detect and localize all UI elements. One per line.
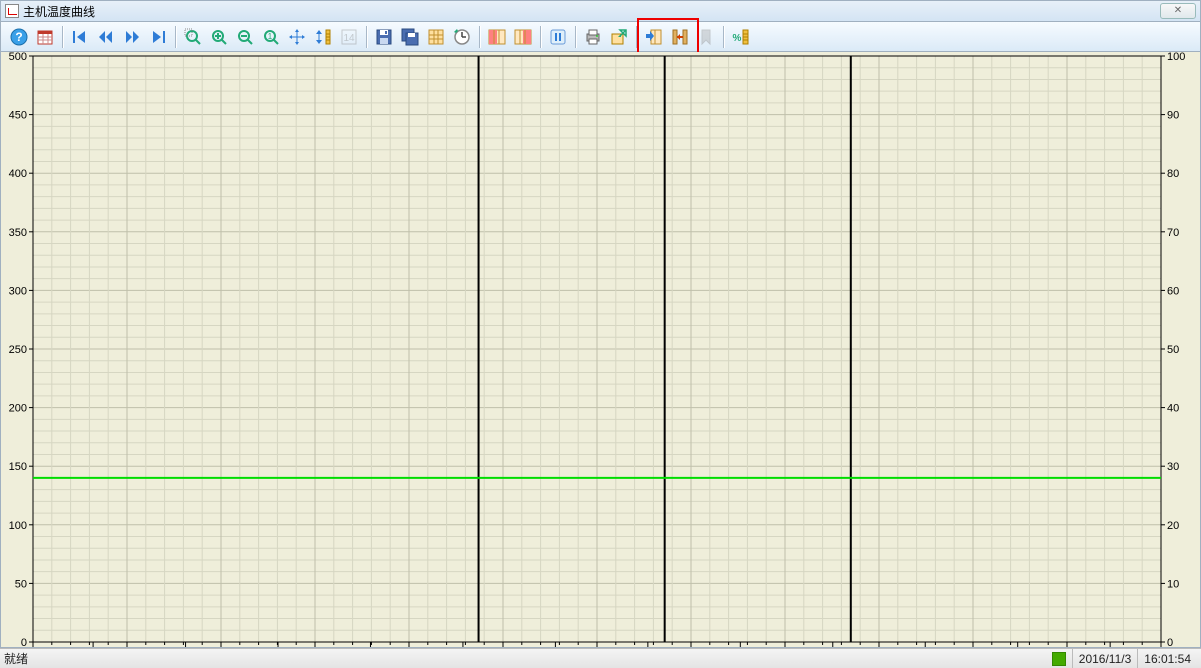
- zoom-out-button[interactable]: [233, 25, 257, 49]
- export-button[interactable]: [607, 25, 631, 49]
- svg-text:14: 14: [343, 33, 355, 44]
- connection-icon: [1052, 652, 1066, 666]
- svg-text:10: 10: [1167, 578, 1179, 590]
- zoom-reset-icon: 1: [262, 28, 280, 46]
- svg-text:300: 300: [9, 285, 27, 297]
- chart-svg: 0 50 100 150 200 250 300 350 400 450 500 0 10 20 30 40 5…: [1, 52, 1200, 647]
- percent-scale-icon: %: [732, 28, 750, 46]
- svg-text:100: 100: [9, 520, 27, 532]
- bookmark-icon: [697, 28, 715, 46]
- import-a-button[interactable]: [642, 25, 666, 49]
- svg-text:20: 20: [1167, 520, 1179, 532]
- window-title: 主机温度曲线: [23, 3, 95, 20]
- svg-text:100: 100: [1167, 52, 1185, 63]
- svg-text:%: %: [733, 33, 742, 44]
- bookmark-button: [694, 25, 718, 49]
- status-time: 16:01:54: [1137, 649, 1197, 668]
- svg-text:1: 1: [268, 32, 273, 41]
- statusbar: 就绪 2016/11/3 16:01:54: [0, 648, 1201, 668]
- status-ready: 就绪: [4, 650, 28, 667]
- zoom-out-icon: [236, 28, 254, 46]
- calendar-button[interactable]: [33, 25, 57, 49]
- zoom-drag-icon: [184, 28, 202, 46]
- help-icon: ?: [10, 28, 28, 46]
- pause-icon: [549, 28, 567, 46]
- svg-text:150: 150: [9, 461, 27, 473]
- percent-scale-button[interactable]: %: [729, 25, 753, 49]
- region-b-button[interactable]: [511, 25, 535, 49]
- chart-area[interactable]: % 05010015020025030035040045050001020304…: [0, 52, 1201, 648]
- app-icon: [5, 4, 19, 18]
- zoom-in-icon: [210, 28, 228, 46]
- status-date: 2016/11/3: [1072, 649, 1138, 668]
- svg-text:90: 90: [1167, 110, 1179, 122]
- save-all-button[interactable]: [398, 25, 422, 49]
- print-icon: [584, 28, 602, 46]
- pan-icon: [288, 28, 306, 46]
- save-button[interactable]: [372, 25, 396, 49]
- svg-text:450: 450: [9, 110, 27, 122]
- clock-button[interactable]: [450, 25, 474, 49]
- pause-button[interactable]: [546, 25, 570, 49]
- svg-text:250: 250: [9, 344, 27, 356]
- svg-text:60: 60: [1167, 285, 1179, 297]
- numlock-button: 14: [337, 25, 361, 49]
- help-button[interactable]: ?: [7, 25, 31, 49]
- print-button[interactable]: [581, 25, 605, 49]
- calendar-icon: [36, 28, 54, 46]
- region-a-icon: [488, 28, 506, 46]
- nav-prev-icon: [97, 28, 115, 46]
- titlebar: 主机温度曲线 ✕: [0, 0, 1201, 22]
- zoom-reset-button[interactable]: 1: [259, 25, 283, 49]
- numlock-icon: 14: [340, 28, 358, 46]
- svg-text:70: 70: [1167, 227, 1179, 239]
- vzoom-icon: [314, 28, 332, 46]
- nav-first-button[interactable]: [68, 25, 92, 49]
- toolbar: ? 1 14%: [0, 22, 1201, 52]
- svg-text:0: 0: [1167, 637, 1173, 647]
- nav-next-icon: [123, 28, 141, 46]
- grid-icon: [427, 28, 445, 46]
- save-icon: [375, 28, 393, 46]
- svg-text:80: 80: [1167, 168, 1179, 180]
- svg-text:40: 40: [1167, 403, 1179, 415]
- save-all-icon: [401, 28, 419, 46]
- svg-text:400: 400: [9, 168, 27, 180]
- nav-last-icon: [149, 28, 167, 46]
- svg-text:350: 350: [9, 227, 27, 239]
- region-b-icon: [514, 28, 532, 46]
- svg-text:200: 200: [9, 403, 27, 415]
- export-icon: [610, 28, 628, 46]
- vzoom-button[interactable]: [311, 25, 335, 49]
- region-a-button[interactable]: [485, 25, 509, 49]
- nav-last-button[interactable]: [146, 25, 170, 49]
- clock-icon: [453, 28, 471, 46]
- nav-prev-button[interactable]: [94, 25, 118, 49]
- grid-button[interactable]: [424, 25, 448, 49]
- nav-first-icon: [71, 28, 89, 46]
- import-b-icon: [671, 28, 689, 46]
- svg-text:50: 50: [1167, 344, 1179, 356]
- svg-text:?: ?: [15, 30, 22, 44]
- svg-text:0: 0: [21, 637, 27, 647]
- svg-text:500: 500: [9, 52, 27, 63]
- zoom-in-button[interactable]: [207, 25, 231, 49]
- import-b-button[interactable]: [668, 25, 692, 49]
- close-button[interactable]: ✕: [1160, 3, 1196, 19]
- pan-button[interactable]: [285, 25, 309, 49]
- svg-text:30: 30: [1167, 461, 1179, 473]
- nav-next-button[interactable]: [120, 25, 144, 49]
- zoom-drag-button[interactable]: [181, 25, 205, 49]
- import-a-icon: [645, 28, 663, 46]
- svg-text:50: 50: [15, 578, 27, 590]
